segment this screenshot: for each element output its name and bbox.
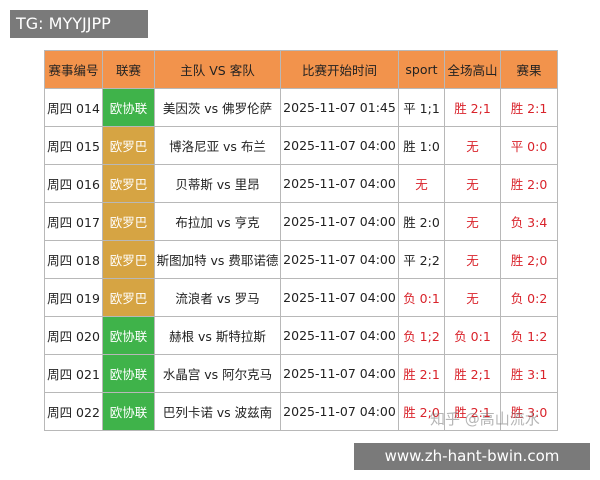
table-cell: 胜 2;0 xyxy=(398,392,445,431)
table-cell: 欧协联 xyxy=(102,316,155,355)
table-cell: 欧罗巴 xyxy=(102,126,155,165)
table-cell: 欧协联 xyxy=(102,88,155,127)
table-cell: 平 1;1 xyxy=(398,88,445,127)
table-cell: 平 2;2 xyxy=(398,240,445,279)
table-cell: 2025-11-07 04:00 xyxy=(280,126,399,165)
table-row: 周四 021 欧协联 水晶宫 vs 阿尔克马 2025-11-07 04:00 胜 2:… xyxy=(44,354,558,393)
table-row: 周四 018 欧罗巴 斯图加特 vs 费耶诺德 2025-11-07 04:00 平 2… xyxy=(44,240,558,279)
table-cell: 胜 3:0 xyxy=(500,392,558,431)
table-cell: 负 3:4 xyxy=(500,202,558,241)
table-cell: 胜 2:0 xyxy=(500,164,558,203)
table-cell: 胜 2;0 xyxy=(500,240,558,279)
match-table: 赛事编号 联赛 主队 VS 客队 比赛开始时间 sport 全场高山 赛果 周四 014 欧协… xyxy=(44,50,558,431)
table-cell: 周四 014 xyxy=(44,88,103,127)
table-cell: 胜 2:1 xyxy=(500,88,558,127)
table-cell: 布拉加 vs 亨克 xyxy=(154,202,281,241)
header-row: 赛事编号 联赛 主队 VS 客队 比赛开始时间 sport 全场高山 赛果 xyxy=(44,50,558,89)
header-cell: 主队 VS 客队 xyxy=(154,50,281,89)
table-cell: 周四 018 xyxy=(44,240,103,279)
table-cell: 欧罗巴 xyxy=(102,278,155,317)
table-row: 周四 014 欧协联 美因茨 vs 佛罗伦萨 2025-11-07 01:45 平 1;… xyxy=(44,88,558,127)
table-row: 周四 015 欧罗巴 博洛尼亚 vs 布兰 2025-11-07 04:00 胜 1:0… xyxy=(44,126,558,165)
table-cell: 2025-11-07 04:00 xyxy=(280,278,399,317)
table-cell: 赫根 vs 斯特拉斯 xyxy=(154,316,281,355)
table-cell: 贝蒂斯 vs 里昂 xyxy=(154,164,281,203)
table-row: 周四 019 欧罗巴 流浪者 vs 罗马 2025-11-07 04:00 负 0:1 无… xyxy=(44,278,558,317)
table-cell: 周四 019 xyxy=(44,278,103,317)
table-cell: 周四 016 xyxy=(44,164,103,203)
table-cell: 无 xyxy=(444,240,501,279)
header-cell: 赛事编号 xyxy=(44,50,103,89)
header-cell: 全场高山 xyxy=(444,50,501,89)
table-cell: 斯图加特 vs 费耶诺德 xyxy=(154,240,281,279)
table-cell: 2025-11-07 04:00 xyxy=(280,392,399,431)
table-row: 周四 016 欧罗巴 贝蒂斯 vs 里昂 2025-11-07 04:00 无无胜 2:… xyxy=(44,164,558,203)
table-cell: 2025-11-07 04:00 xyxy=(280,202,399,241)
footer-url: www.zh-hant-bwin.com xyxy=(354,443,590,470)
table-cell: 无 xyxy=(444,164,501,203)
table-cell: 欧罗巴 xyxy=(102,240,155,279)
watermark: 知乎 @高山流水 xyxy=(430,410,540,428)
table-cell: 2025-11-07 04:00 xyxy=(280,164,399,203)
table-cell: 流浪者 vs 罗马 xyxy=(154,278,281,317)
table-cell: 周四 022 xyxy=(44,392,103,431)
table-cell: 胜 3:1 xyxy=(500,354,558,393)
table-cell: 欧协联 xyxy=(102,392,155,431)
table-cell: 负 1:2 xyxy=(500,316,558,355)
table-cell: 胜 2;1 xyxy=(444,88,501,127)
header-cell: 联赛 xyxy=(102,50,155,89)
table-cell: 周四 021 xyxy=(44,354,103,393)
table-cell: 无 xyxy=(444,126,501,165)
table-cell: 负 0:1 xyxy=(398,278,445,317)
table-cell: 2025-11-07 01:45 xyxy=(280,88,399,127)
table-cell: 周四 017 xyxy=(44,202,103,241)
table-cell: 博洛尼亚 vs 布兰 xyxy=(154,126,281,165)
table-cell: 周四 015 xyxy=(44,126,103,165)
table-cell: 负 1;2 xyxy=(398,316,445,355)
table-cell: 无 xyxy=(398,164,445,203)
table-cell: 2025-11-07 04:00 xyxy=(280,240,399,279)
table-cell: 胜 2:1 xyxy=(398,354,445,393)
table-cell: 负 0:2 xyxy=(500,278,558,317)
table-cell: 欧罗巴 xyxy=(102,164,155,203)
table-cell: 欧协联 xyxy=(102,354,155,393)
header-cell: sport xyxy=(398,50,445,89)
table-cell: 水晶宫 vs 阿尔克马 xyxy=(154,354,281,393)
table-cell: 周四 020 xyxy=(44,316,103,355)
table-row: 周四 017 欧罗巴 布拉加 vs 亨克 2025-11-07 04:00 胜 2:0 无… xyxy=(44,202,558,241)
table-cell: 美因茨 vs 佛罗伦萨 xyxy=(154,88,281,127)
table-row: 周四 020 欧协联 赫根 vs 斯特拉斯 2025-11-07 04:00 负 1;2… xyxy=(44,316,558,355)
table-cell: 巴列卡诺 vs 波兹南 xyxy=(154,392,281,431)
header-cell: 比赛开始时间 xyxy=(280,50,399,89)
table-cell: 负 0:1 xyxy=(444,316,501,355)
badge: TG: MYYJJPP xyxy=(10,10,148,38)
table-body: 周四 014 欧协联 美因茨 vs 佛罗伦萨 2025-11-07 01:45 平 1;… xyxy=(44,88,558,431)
table-row: 周四 022 欧协联 巴列卡诺 vs 波兹南 2025-11-07 04:00 胜 2;… xyxy=(44,392,558,431)
table-cell: 2025-11-07 04:00 xyxy=(280,316,399,355)
table-cell: 胜 2:0 xyxy=(398,202,445,241)
table-cell: 无 xyxy=(444,202,501,241)
table-cell: 胜 1:0 xyxy=(398,126,445,165)
table-cell: 无 xyxy=(444,278,501,317)
table-cell: 胜 2;1 xyxy=(444,354,501,393)
table-cell: 欧罗巴 xyxy=(102,202,155,241)
header-cell: 赛果 xyxy=(500,50,558,89)
table-cell: 平 0:0 xyxy=(500,126,558,165)
table-cell: 2025-11-07 04:00 xyxy=(280,354,399,393)
